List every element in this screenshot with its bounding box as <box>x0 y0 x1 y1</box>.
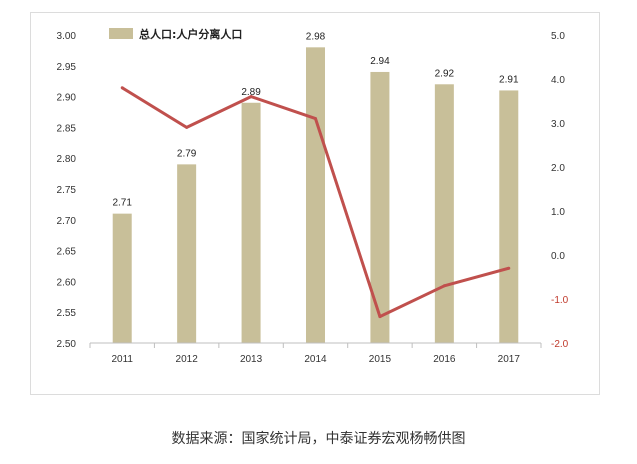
left-tick-label: 2.55 <box>57 308 77 319</box>
bar <box>370 71 390 344</box>
source-note: 数据来源：国家统计局，中泰证券宏观杨畅供图 <box>171 431 466 447</box>
right-axis: -2.0 -1.0 0.0 1.0 2.0 3.0 4.0 5.0 <box>551 31 569 350</box>
line-point <box>378 315 382 319</box>
bar-data-label: 2.71 <box>112 198 132 209</box>
bar <box>434 84 454 343</box>
x-tick-label: 2017 <box>498 354 521 365</box>
x-tick-label: 2014 <box>304 354 327 365</box>
left-tick-label: 2.50 <box>57 339 77 350</box>
bar <box>499 90 519 343</box>
line-point <box>507 266 511 270</box>
right-tick-label: 4.0 <box>551 75 565 86</box>
legend-label: 总人口:人户分离人口 <box>139 27 242 41</box>
left-tick-label: 2.80 <box>57 154 77 165</box>
right-tick-label: -2.0 <box>551 339 569 350</box>
bar-data-label: 2.79 <box>177 148 197 159</box>
right-tick-label: -1.0 <box>551 295 569 306</box>
x-tick-label: 2012 <box>176 354 199 365</box>
right-tick-label: 5.0 <box>551 31 565 42</box>
x-axis: 2011 2012 2013 2014 2015 2016 2017 <box>89 342 542 365</box>
line-point <box>120 86 124 90</box>
x-tick-label: 2015 <box>369 354 392 365</box>
right-tick-label: 2.0 <box>551 163 565 174</box>
left-tick-label: 2.90 <box>57 93 77 104</box>
bar-data-label: 2.92 <box>435 68 455 79</box>
left-tick-label: 2.60 <box>57 277 77 288</box>
left-tick-label: 2.95 <box>57 62 77 73</box>
line-point <box>442 284 446 288</box>
left-tick-label: 3.00 <box>57 31 77 42</box>
bar-data-label: 2.94 <box>370 56 390 67</box>
x-tick-label: 2013 <box>240 354 263 365</box>
chart-svg: 2.50 2.55 2.60 2.65 2.70 2.75 2.80 2.85 2.90 2.95… <box>57 27 569 365</box>
x-tick-label: 2011 <box>111 354 133 365</box>
right-tick-label: 1.0 <box>551 207 565 218</box>
chart-frame: 2.50 2.55 2.60 2.65 2.70 2.75 2.80 2.85 2.90 2.95… <box>30 12 600 395</box>
bar <box>112 213 132 343</box>
line-point <box>185 125 189 129</box>
left-axis: 2.50 2.55 2.60 2.65 2.70 2.75 2.80 2.85 2.90 2.95… <box>57 31 77 350</box>
bar <box>241 102 261 343</box>
bar-data-label: 2.89 <box>241 87 261 98</box>
right-tick-label: 0.0 <box>551 251 565 262</box>
legend: 总人口:人户分离人口 <box>109 27 242 41</box>
bar-series: 2.71 2.79 2.89 2.98 2.94 2.92 2.91 <box>112 31 519 344</box>
left-tick-label: 2.85 <box>57 123 77 134</box>
left-tick-label: 2.75 <box>57 185 77 196</box>
bar <box>306 47 325 343</box>
bar <box>177 164 197 343</box>
line-point <box>314 117 317 121</box>
legend-swatch <box>109 28 133 39</box>
left-tick-label: 2.70 <box>57 216 77 227</box>
bar-data-label: 2.98 <box>306 31 326 42</box>
x-tick-label: 2016 <box>433 354 456 365</box>
right-tick-label: 3.0 <box>551 119 565 130</box>
line-point <box>249 95 253 99</box>
line-series <box>120 86 511 319</box>
left-tick-label: 2.65 <box>57 247 77 258</box>
bar-data-label: 2.91 <box>499 74 519 85</box>
